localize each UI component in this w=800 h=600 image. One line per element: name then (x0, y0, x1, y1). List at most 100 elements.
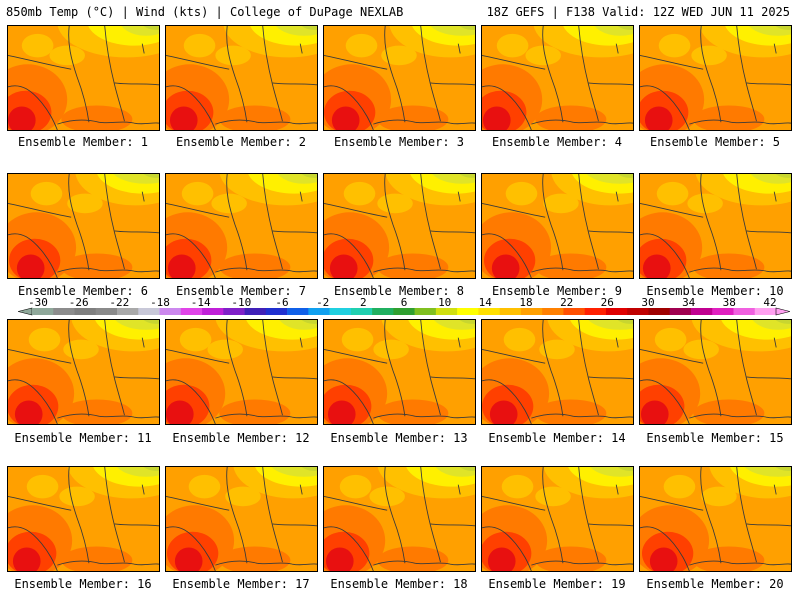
state-line (272, 523, 317, 527)
colorbar-segment (499, 308, 522, 315)
state-line (166, 349, 230, 364)
temperature-field (640, 467, 791, 571)
ensemble-member-label: Ensemble Member: 6 (17, 284, 149, 298)
coastline (215, 119, 317, 125)
ensemble-member-map (7, 173, 160, 279)
cool-region (271, 467, 317, 477)
state-line (482, 496, 546, 511)
cool-region (459, 174, 475, 178)
ensemble-member-label: Ensemble Member: 12 (172, 431, 310, 445)
coastline (57, 560, 159, 566)
warm-patch (543, 193, 579, 214)
state-line (700, 467, 722, 564)
state-line (482, 55, 546, 70)
temperature-field (640, 26, 791, 130)
ensemble-member-map (481, 25, 634, 131)
coastline (215, 267, 317, 273)
hot-region (491, 254, 520, 278)
state-line (457, 191, 461, 202)
cool-region (617, 467, 633, 471)
temperature-field (482, 467, 633, 571)
colorbar-segment (478, 308, 500, 315)
state-line (700, 320, 722, 417)
warm-patch (28, 327, 61, 352)
hot-region (535, 105, 607, 130)
hot-region (8, 106, 36, 130)
colorbar-segment (95, 308, 118, 315)
state-line (640, 496, 704, 511)
state-line (736, 174, 757, 270)
state-line (773, 43, 777, 54)
cool-region (301, 320, 317, 324)
state-line (299, 191, 303, 202)
border-line (8, 526, 58, 571)
colorbar-segment (584, 308, 607, 315)
colorbar-segment (754, 308, 777, 315)
map-title: 850mb Temp (°C) | Wind (kts) | College o… (6, 5, 404, 19)
warm-patch (215, 45, 251, 66)
colorbar-segment (712, 308, 734, 315)
temperature-colorbar: -30 -26 -22 -18 -14 -10 -6 -2 2 6 10 14 18 22 26 30 34 38… (18, 296, 790, 316)
colorbar-segment (202, 308, 224, 315)
ensemble-member-label: Ensemble Member: 2 (175, 135, 307, 149)
state-line (141, 337, 145, 348)
warm-patch (539, 339, 575, 360)
hot-region (377, 105, 449, 130)
cool-region (588, 320, 633, 330)
colorbar-segment (733, 308, 756, 315)
hot-region (325, 547, 354, 571)
ensemble-member-label: Ensemble Member: 8 (333, 284, 465, 298)
warm-patch (188, 474, 221, 499)
state-line (542, 174, 564, 271)
temperature-field (8, 467, 159, 571)
state-line (166, 496, 230, 511)
state-line (640, 349, 704, 364)
colorbar-segment (350, 308, 373, 315)
colorbar-tick-label: 26 (601, 296, 614, 309)
border-line (482, 85, 532, 130)
colorbar-segment (308, 308, 330, 315)
warm-patch (687, 193, 723, 214)
hot-region (219, 253, 291, 278)
colorbar-segment (627, 308, 649, 315)
colorbar-tick-label: 34 (682, 296, 696, 309)
colorbar-tick-label: 18 (519, 296, 532, 309)
warm-patch (59, 486, 95, 507)
colorbar-tick-label: 6 (401, 296, 408, 309)
warm-patch (381, 45, 417, 66)
border-line (324, 85, 374, 130)
warm-patch (535, 486, 571, 507)
state-line (8, 55, 72, 70)
state-line (700, 26, 722, 123)
state-line (8, 496, 72, 511)
state-line (166, 55, 230, 70)
hot-region (219, 105, 291, 130)
border-line (166, 233, 216, 278)
hot-region (693, 399, 765, 424)
colorbar-segment (138, 308, 160, 315)
cool-region (143, 174, 159, 178)
colorbar-tick-label: -10 (231, 296, 251, 309)
warm-patch (654, 327, 687, 352)
colorbar-segment (265, 308, 288, 315)
state-line (262, 26, 283, 122)
state-line (736, 320, 757, 416)
state-line (114, 523, 159, 527)
hot-region (640, 400, 669, 424)
colorbar-segment (669, 308, 692, 315)
coastline (57, 267, 159, 273)
hot-region (327, 400, 356, 424)
border-line (324, 233, 374, 278)
border-line (482, 233, 532, 278)
colorbar-segment (32, 308, 54, 315)
state-line (114, 230, 159, 234)
coastline (215, 560, 317, 566)
state-line (615, 191, 619, 202)
coastline (689, 267, 791, 273)
warm-patch (701, 486, 737, 507)
coastline (373, 413, 475, 419)
hot-region (14, 400, 43, 424)
state-line (226, 320, 248, 417)
temperature-field (482, 26, 633, 130)
state-line (542, 467, 564, 564)
